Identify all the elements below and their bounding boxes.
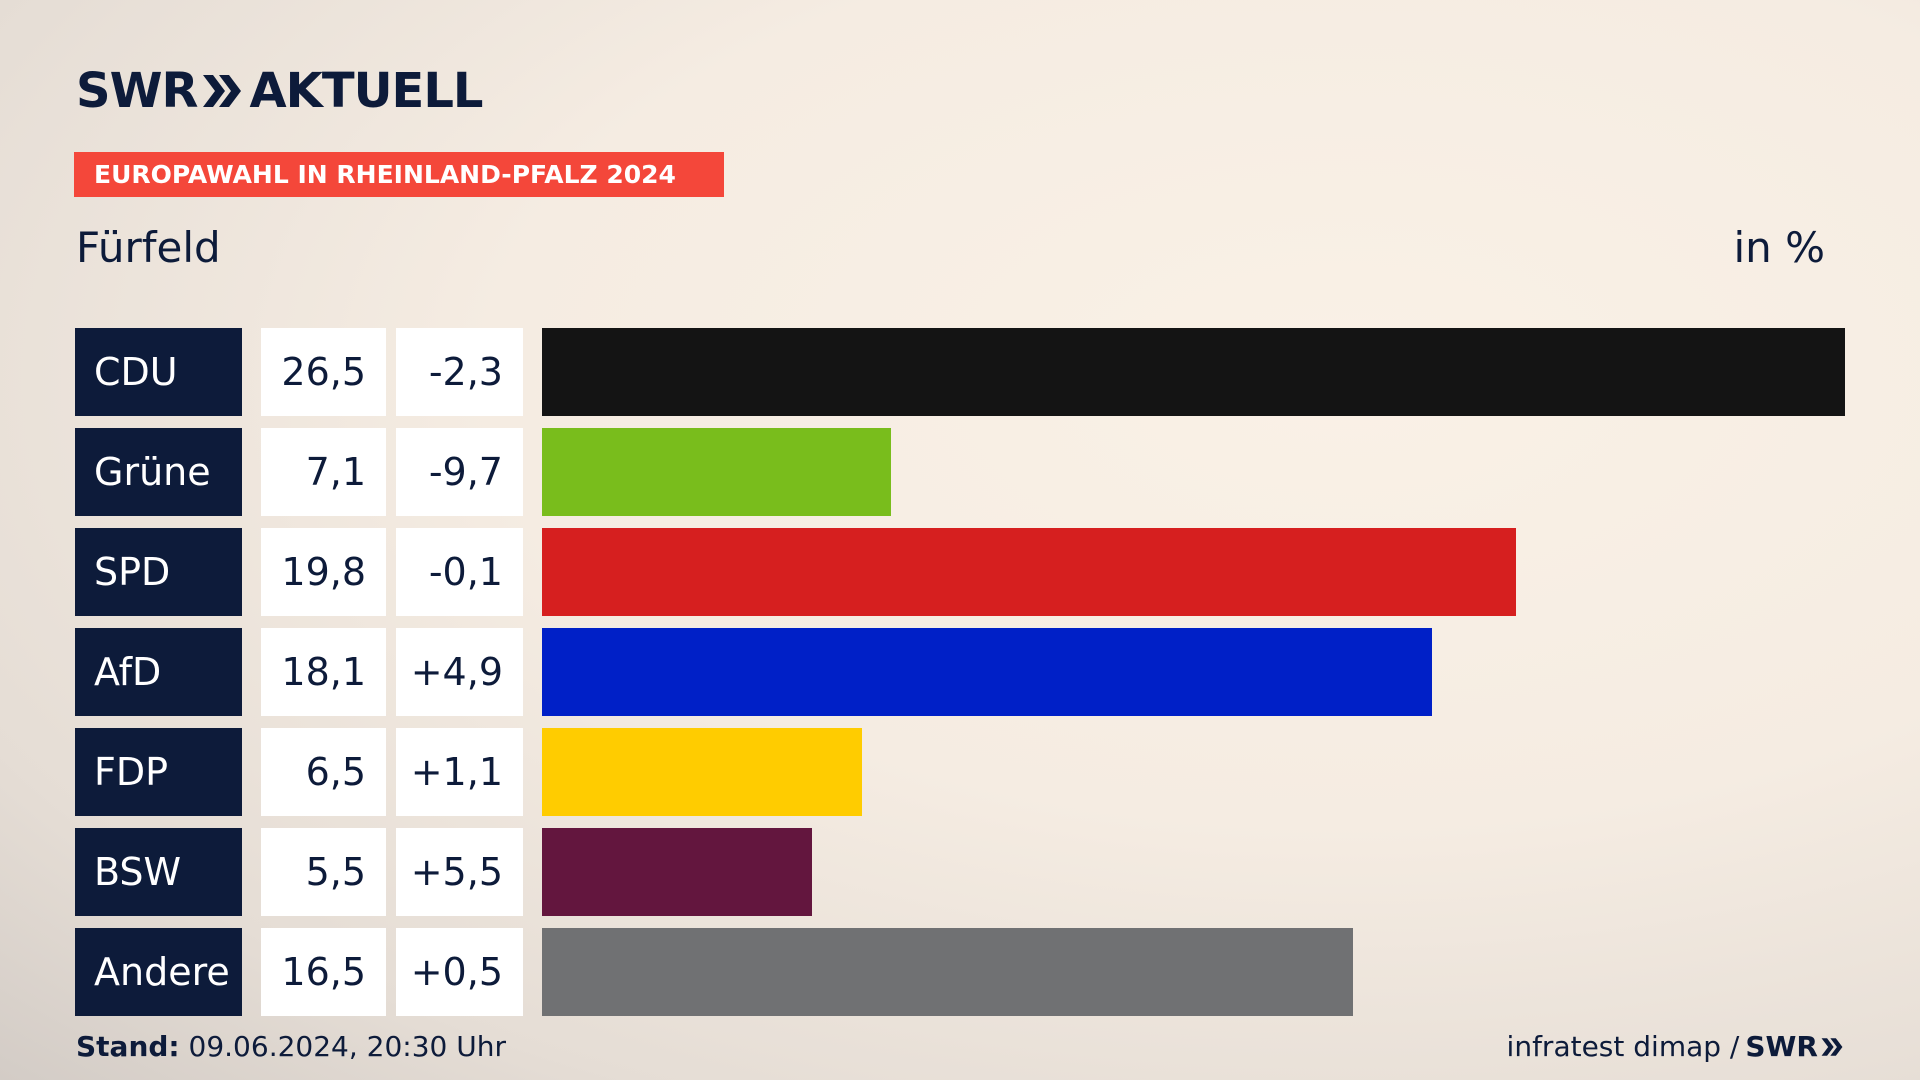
vote-share-label: 5,5 xyxy=(305,850,366,894)
change-box: -9,7 xyxy=(396,428,523,516)
stand-label: Stand: xyxy=(76,1030,180,1063)
result-bar xyxy=(542,728,862,816)
banner-label: EUROPAWAHL IN RHEINLAND-PFALZ 2024 xyxy=(94,160,676,189)
change-box: -2,3 xyxy=(396,328,523,416)
party-label-box: CDU xyxy=(75,328,242,416)
party-label-box: SPD xyxy=(75,528,242,616)
result-bar xyxy=(542,328,1845,416)
change-box: +1,1 xyxy=(396,728,523,816)
party-name: Grüne xyxy=(94,450,211,494)
source-footer: infratest dimap / SWR xyxy=(1507,1030,1844,1064)
result-bar xyxy=(542,528,1516,616)
vote-share-label: 6,5 xyxy=(305,750,366,794)
change-label: -9,7 xyxy=(428,450,503,494)
party-name: CDU xyxy=(94,350,178,394)
change-label: +5,5 xyxy=(410,850,503,894)
logo-swr-text: SWR xyxy=(76,63,198,119)
change-box: +0,5 xyxy=(396,928,523,1016)
party-name: AfD xyxy=(94,650,162,694)
party-label-box: FDP xyxy=(75,728,242,816)
result-bar xyxy=(542,928,1353,1016)
election-banner: EUROPAWAHL IN RHEINLAND-PFALZ 2024 xyxy=(74,152,724,197)
vote-share-label: 19,8 xyxy=(281,550,366,594)
swr-aktuell-logo: SWR AKTUELL xyxy=(76,63,484,119)
result-bar xyxy=(542,628,1432,716)
vote-share-box: 5,5 xyxy=(261,828,386,916)
stand-footer: Stand: 09.06.2024, 20:30 Uhr xyxy=(76,1030,506,1064)
source-brand: SWR xyxy=(1745,1030,1818,1063)
vote-share-label: 7,1 xyxy=(305,450,366,494)
vote-share-box: 7,1 xyxy=(261,428,386,516)
party-name: BSW xyxy=(94,850,182,894)
double-chevron-icon xyxy=(203,75,242,107)
result-bar xyxy=(542,428,891,516)
change-box: +5,5 xyxy=(396,828,523,916)
vote-share-label: 16,5 xyxy=(281,950,366,994)
change-label: +0,5 xyxy=(410,950,503,994)
stand-value: 09.06.2024, 20:30 Uhr xyxy=(188,1030,506,1063)
place-title: Fürfeld xyxy=(76,223,221,272)
vote-share-box: 18,1 xyxy=(261,628,386,716)
vote-share-label: 18,1 xyxy=(281,650,366,694)
vote-share-box: 19,8 xyxy=(261,528,386,616)
party-name: SPD xyxy=(94,550,171,594)
party-name: Andere xyxy=(94,950,230,994)
change-box: -0,1 xyxy=(396,528,523,616)
vote-share-box: 6,5 xyxy=(261,728,386,816)
logo-aktuell-text: AKTUELL xyxy=(249,63,483,119)
party-label-box: Grüne xyxy=(75,428,242,516)
source-label: infratest dimap / xyxy=(1506,1030,1740,1063)
change-box: +4,9 xyxy=(396,628,523,716)
change-label: -0,1 xyxy=(428,550,503,594)
vote-share-box: 26,5 xyxy=(261,328,386,416)
vote-share-box: 16,5 xyxy=(261,928,386,1016)
change-label: +4,9 xyxy=(410,650,503,694)
party-label-box: AfD xyxy=(75,628,242,716)
change-label: +1,1 xyxy=(410,750,503,794)
party-name: FDP xyxy=(94,750,169,794)
double-chevron-icon xyxy=(1821,1038,1843,1056)
vote-share-label: 26,5 xyxy=(281,350,366,394)
party-label-box: Andere xyxy=(75,928,242,1016)
party-label-box: BSW xyxy=(75,828,242,916)
change-label: -2,3 xyxy=(428,350,503,394)
result-bar xyxy=(542,828,812,916)
unit-label: in % xyxy=(1733,223,1825,272)
